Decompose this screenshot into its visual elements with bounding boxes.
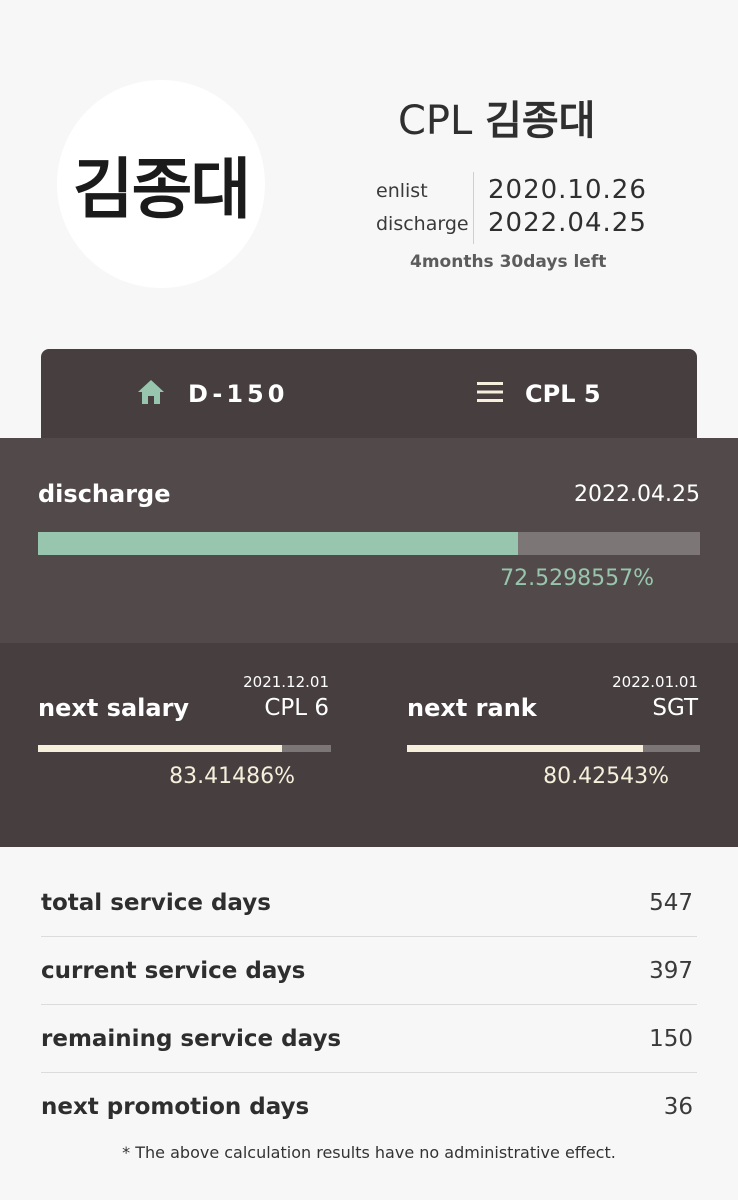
next-section: 2021.12.01 next salary CPL 6 83.41486% 2…	[0, 643, 738, 847]
next-salary-date: 2021.12.01	[243, 673, 329, 691]
next-salary-progress-bar	[38, 745, 331, 752]
discharge-label: discharge	[376, 213, 469, 235]
stat-value: 397	[649, 957, 693, 984]
discharge-title: discharge	[38, 480, 171, 508]
stat-label: next promotion days	[41, 1094, 310, 1120]
stat-value: 150	[649, 1025, 693, 1052]
rank-label: CPL	[398, 98, 473, 144]
tab-rank[interactable]: CPL 5	[477, 349, 601, 439]
tab-dday[interactable]: D-150	[136, 349, 288, 439]
next-salary-percent: 83.41486%	[169, 764, 295, 789]
rank-name-title: CPL 김종대	[398, 88, 595, 146]
discharge-progress-bar	[38, 532, 700, 555]
next-rank-progress-fill	[407, 745, 643, 752]
soldier-name: 김종대	[485, 98, 596, 144]
next-rank-progress-bar	[407, 745, 700, 752]
stat-row-promotion: next promotion days 36	[41, 1073, 697, 1141]
date-divider	[473, 172, 474, 244]
stat-label: current service days	[41, 957, 306, 984]
next-salary-value: CPL 6	[264, 695, 329, 721]
stat-label: remaining service days	[41, 1025, 342, 1052]
stat-value: 36	[663, 1094, 693, 1120]
discharge-percent: 72.5298557%	[500, 566, 654, 591]
next-rank-percent: 80.42543%	[543, 764, 669, 789]
disclaimer-text: * The above calculation results have no …	[122, 1143, 616, 1162]
tab-rank-label: CPL 5	[525, 380, 601, 408]
next-rank-date: 2022.01.01	[612, 673, 698, 691]
discharge-section: discharge 2022.04.25 72.5298557%	[0, 438, 738, 643]
enlist-label: enlist	[376, 180, 428, 202]
discharge-progress-fill	[38, 532, 519, 555]
time-left-text: 4months 30days left	[410, 252, 607, 272]
stat-label: total service days	[41, 889, 271, 916]
next-rank-title: next rank	[407, 694, 537, 722]
tab-dday-label: D-150	[188, 380, 289, 408]
avatar-name-text: 김종대	[72, 151, 251, 228]
avatar: 김종대	[57, 80, 265, 288]
home-icon	[136, 378, 166, 410]
next-rank-value: SGT	[652, 695, 698, 721]
discharge-date: 2022.04.25	[488, 208, 647, 238]
next-salary-title: next salary	[38, 694, 190, 722]
stat-row-total: total service days 547	[41, 869, 697, 937]
discharge-section-date: 2022.04.25	[574, 482, 700, 507]
menu-icon	[477, 381, 503, 407]
next-salary-progress-fill	[38, 745, 283, 752]
enlist-date: 2020.10.26	[488, 175, 647, 205]
stat-row-remaining: remaining service days 150	[41, 1005, 697, 1073]
tab-bar: D-150 CPL 5	[41, 349, 697, 439]
stat-value: 547	[649, 889, 693, 916]
stat-row-current: current service days 397	[41, 937, 697, 1005]
